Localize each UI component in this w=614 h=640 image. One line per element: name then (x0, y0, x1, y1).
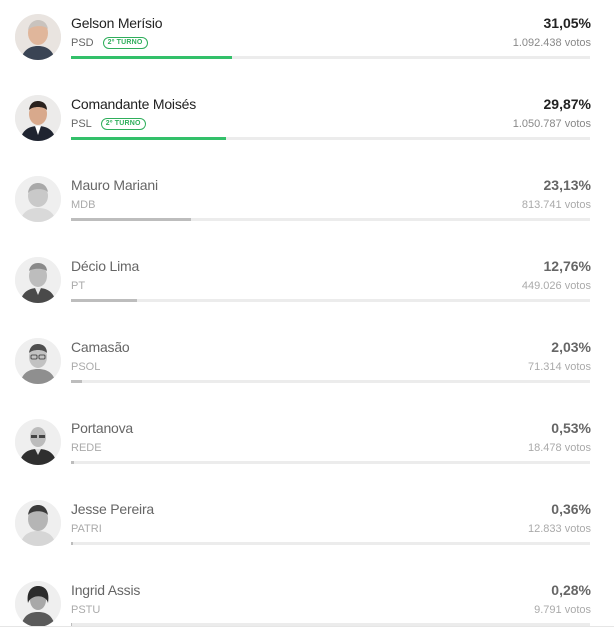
vote-percentage: 2,03% (551, 339, 591, 355)
person-photo-icon (15, 176, 61, 222)
person-photo-icon (15, 419, 61, 465)
second-round-badge: 2º TURNO (102, 37, 148, 49)
vote-count: 1.050.787 votos (512, 118, 591, 130)
person-photo-icon (15, 257, 61, 303)
vote-percentage: 29,87% (543, 96, 591, 112)
candidate-row-gelson-merisio[interactable]: Gelson Merísio PSD 2º TURNO 31,05% 1.092… (0, 0, 614, 81)
vote-percentage: 0,53% (551, 420, 591, 436)
party-label: PSD (71, 37, 94, 49)
person-photo-icon (15, 95, 61, 141)
vote-percentage: 12,76% (543, 258, 591, 274)
second-round-badge: 2º TURNO (100, 118, 146, 130)
candidate-photo-avatar (15, 176, 61, 222)
candidate-name: Comandante Moisés (71, 96, 196, 112)
vote-share-bar (71, 137, 227, 140)
party-label: PSTU (71, 604, 101, 616)
vote-share-bar (71, 623, 73, 626)
vote-share-bar (71, 299, 138, 302)
vote-share-bar (71, 542, 73, 545)
candidate-photo-avatar (15, 14, 61, 60)
party-label: PATRI (71, 523, 102, 535)
vote-share-track (71, 299, 590, 302)
vote-share-bar (71, 380, 82, 383)
candidate-name: Mauro Mariani (71, 177, 158, 193)
person-photo-icon (15, 14, 61, 60)
party-line: PATRI (71, 522, 102, 536)
vote-share-track (71, 461, 590, 464)
candidate-row-portanova[interactable]: Portanova REDE 0,53% 18.478 votos (0, 405, 614, 486)
list-bottom-divider (0, 626, 614, 627)
vote-share-bar (71, 218, 192, 221)
party-line: PSL 2º TURNO (71, 117, 146, 131)
vote-count: 71.314 votos (528, 361, 591, 373)
party-label: MDB (71, 199, 96, 211)
vote-share-track (71, 218, 590, 221)
vote-share-track (71, 542, 590, 545)
vote-count: 449.026 votos (521, 280, 591, 292)
vote-count: 813.741 votos (521, 199, 591, 211)
candidate-row-camasao[interactable]: Camasão PSOL 2,03% 71.314 votos (0, 324, 614, 405)
vote-percentage: 0,28% (551, 582, 591, 598)
party-label: PSL (71, 118, 92, 130)
vote-percentage: 31,05% (543, 15, 591, 31)
candidate-row-decio-lima[interactable]: Décio Lima PT 12,76% 449.026 votos (0, 243, 614, 324)
vote-count: 1.092.438 votos (512, 37, 591, 49)
vote-share-track (71, 137, 590, 140)
party-label: PSOL (71, 361, 101, 373)
candidate-photo-avatar (15, 581, 61, 627)
candidate-name: Ingrid Assis (71, 582, 141, 598)
party-line: PSOL (71, 360, 100, 374)
party-line: MDB (71, 198, 95, 212)
vote-count: 9.791 votos (534, 604, 591, 616)
candidate-row-comandante-moises[interactable]: Comandante Moisés PSL 2º TURNO 29,87% 1.… (0, 81, 614, 162)
vote-share-bar (71, 461, 74, 464)
vote-count: 12.833 votos (528, 523, 591, 535)
candidate-photo-avatar (15, 257, 61, 303)
candidate-photo-avatar (15, 500, 61, 546)
candidate-photo-avatar (15, 338, 61, 384)
candidate-row-ingrid-assis[interactable]: Ingrid Assis PSTU 0,28% 9.791 votos (0, 567, 614, 640)
party-line: REDE (71, 441, 102, 455)
candidate-name: Décio Lima (71, 258, 140, 274)
party-label: REDE (71, 442, 102, 454)
candidate-photo-avatar (15, 95, 61, 141)
candidate-name: Jesse Pereira (71, 501, 154, 517)
party-label: PT (71, 280, 86, 292)
vote-percentage: 0,36% (551, 501, 591, 517)
candidate-row-jesse-pereira[interactable]: Jesse Pereira PATRI 0,36% 12.833 votos (0, 486, 614, 567)
vote-share-track (71, 56, 590, 59)
vote-share-bar (71, 56, 233, 59)
candidate-name: Gelson Merísio (71, 15, 163, 31)
candidate-name: Portanova (71, 420, 134, 436)
party-line: PSTU (71, 603, 100, 617)
vote-share-track (71, 623, 590, 626)
party-line: PSD 2º TURNO (71, 36, 148, 50)
vote-count: 18.478 votos (528, 442, 591, 454)
candidate-row-mauro-mariani[interactable]: Mauro Mariani MDB 23,13% 813.741 votos (0, 162, 614, 243)
vote-share-track (71, 380, 590, 383)
candidate-name: Camasão (71, 339, 130, 355)
person-photo-icon (15, 581, 61, 627)
vote-percentage: 23,13% (543, 177, 591, 193)
person-photo-icon (15, 500, 61, 546)
candidate-photo-avatar (15, 419, 61, 465)
person-photo-icon (15, 338, 61, 384)
party-line: PT (71, 279, 85, 293)
